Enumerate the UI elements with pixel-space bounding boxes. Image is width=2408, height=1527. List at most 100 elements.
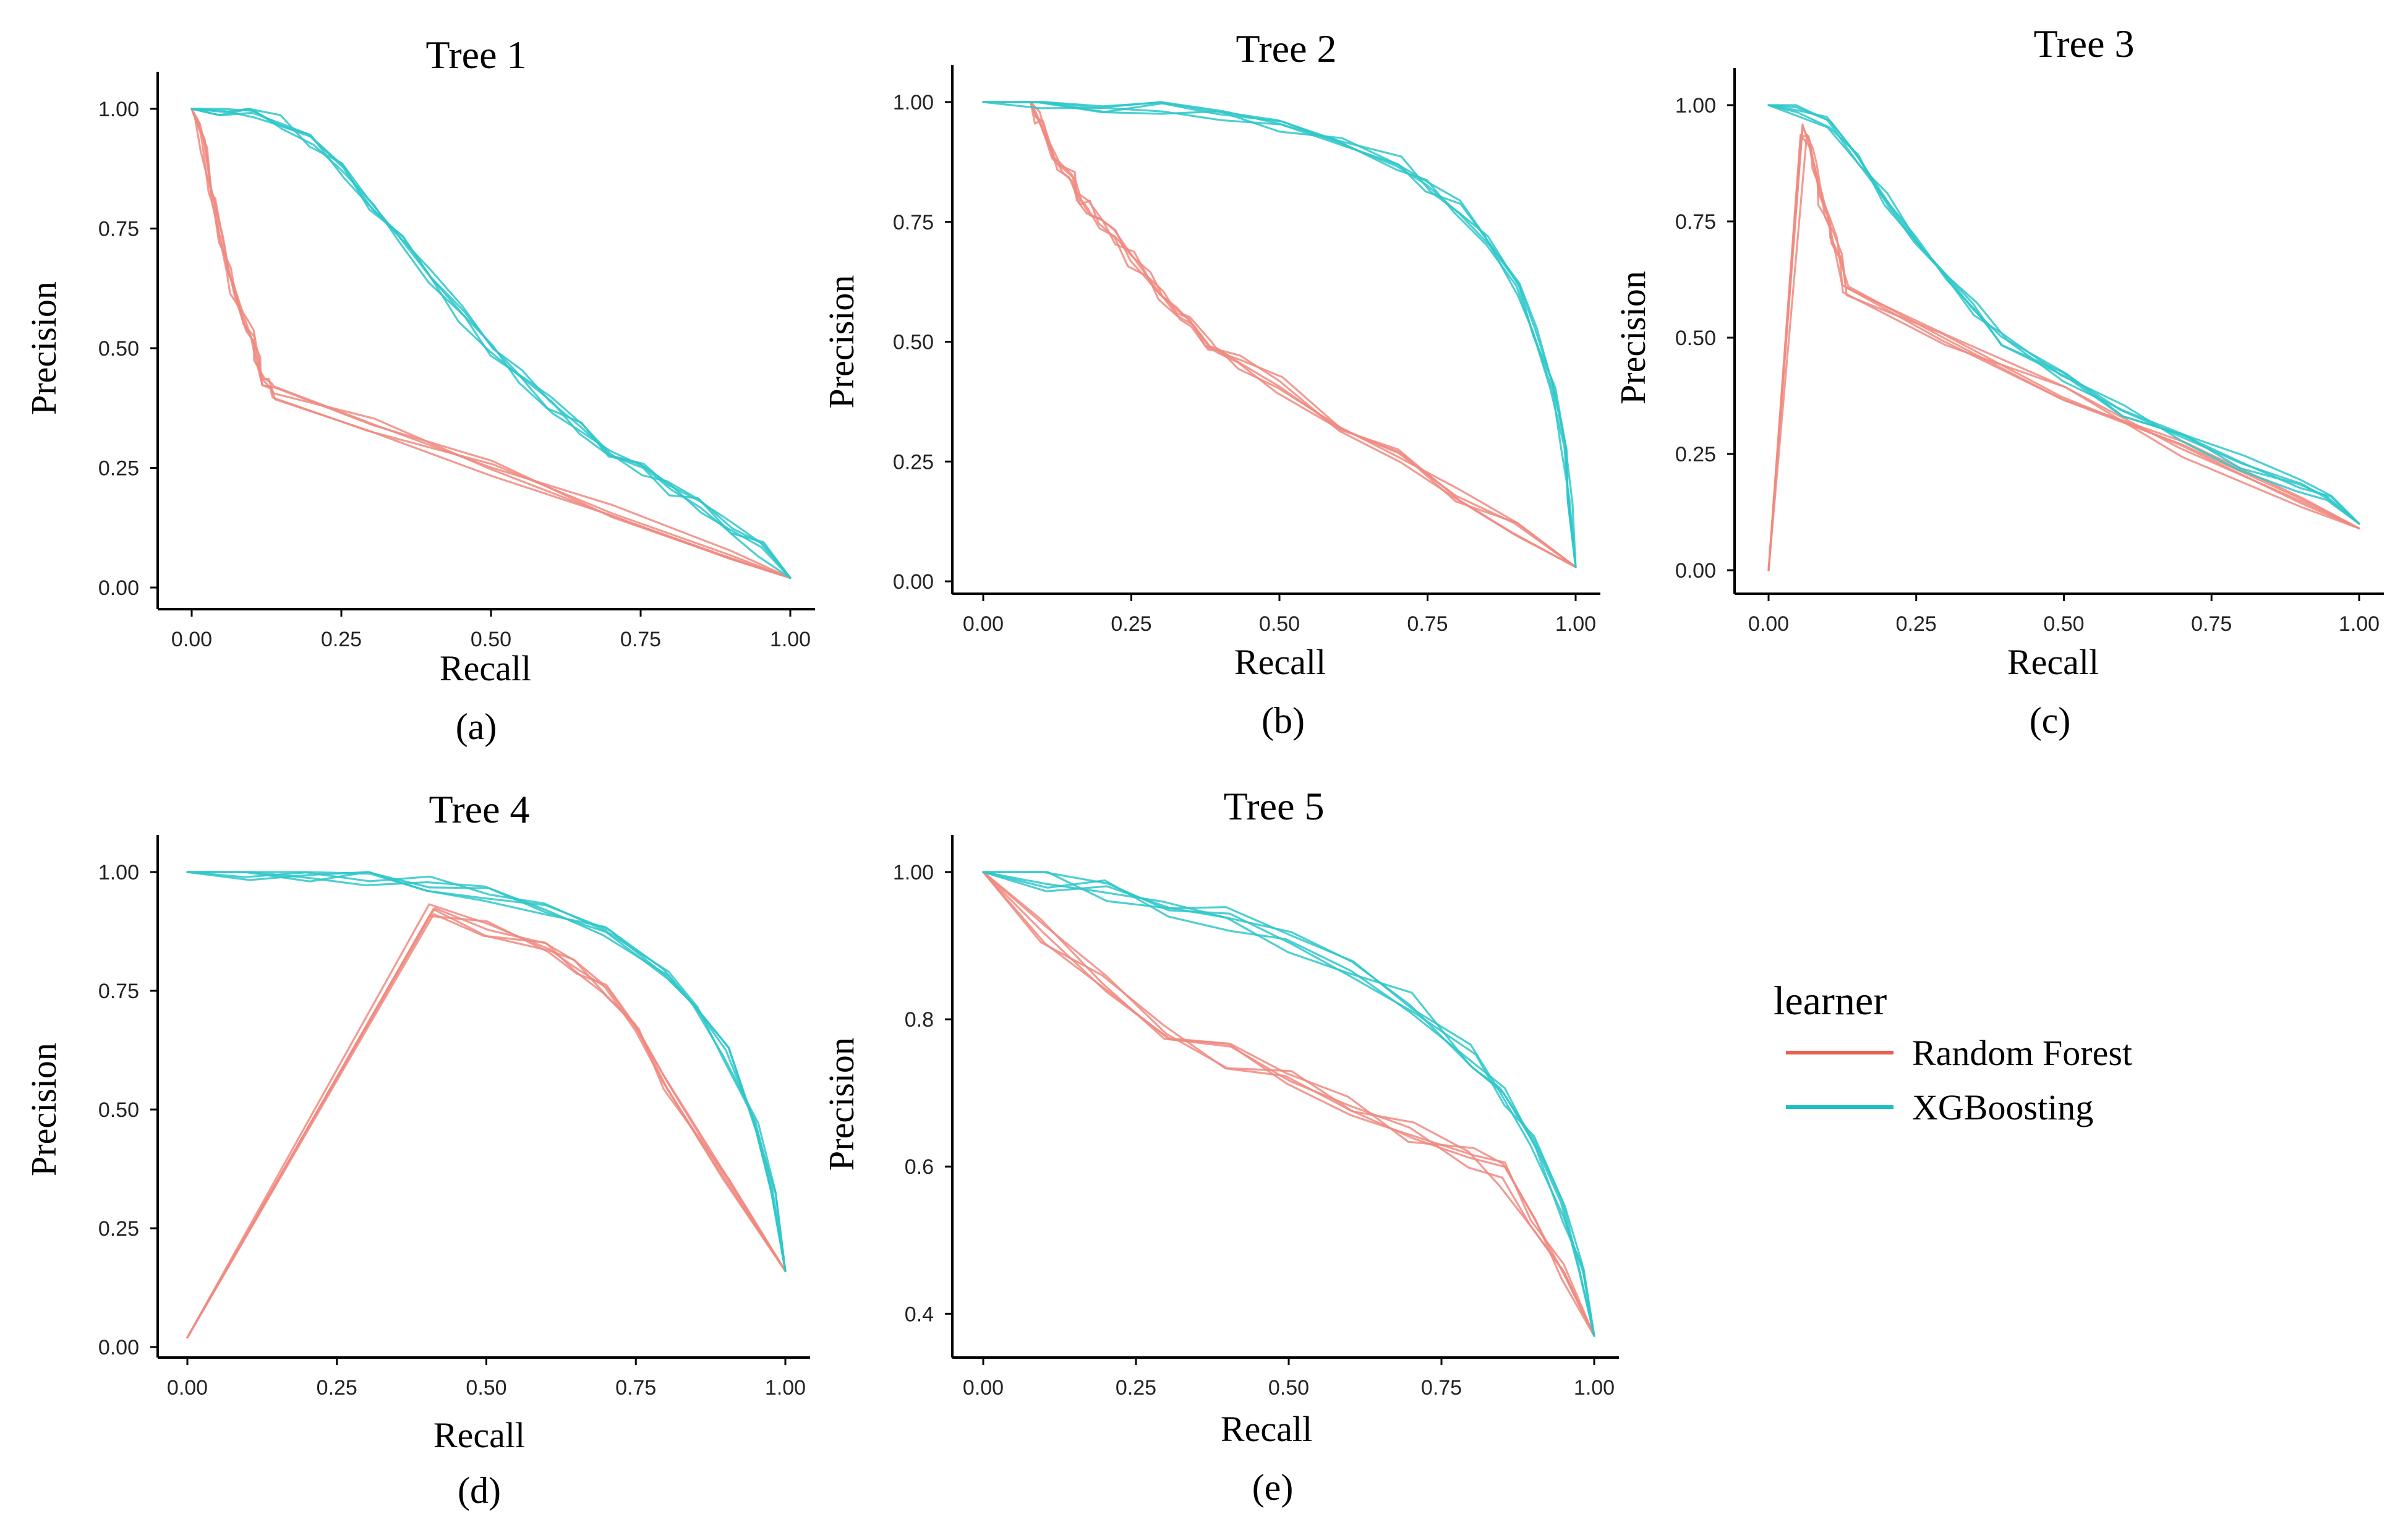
chart-title: Tree 4 <box>429 787 530 831</box>
legend-label-xgboosting: XGBoosting <box>1912 1087 2093 1127</box>
x-tick-label: 0.25 <box>1111 612 1151 636</box>
pr-curve-xgboosting-fold-1 <box>190 108 792 580</box>
chart-title: Tree 1 <box>426 33 527 77</box>
pr-curve-random-forest-fold-4 <box>1767 135 2360 571</box>
pr-curve-random-forest-fold-5 <box>186 915 787 1339</box>
pr-curve-random-forest-fold-3 <box>1030 101 1577 568</box>
pr-curve-random-forest-fold-2 <box>1030 101 1577 568</box>
pr-curve-xgboosting-fold-1 <box>186 871 787 1272</box>
pr-curve-xgboosting-fold-2 <box>1767 104 2360 525</box>
pr-curve-random-forest-fold-4 <box>1030 101 1577 568</box>
x-tick-label: 0.00 <box>167 1376 208 1400</box>
x-tick-label: 0.50 <box>471 628 511 651</box>
y-tick-label: 0.00 <box>98 1336 139 1359</box>
pr-curve-xgboosting-fold-5 <box>186 871 787 1272</box>
pr-curve-random-forest-fold-1 <box>982 871 1595 1337</box>
pr-curve-xgboosting-fold-3 <box>186 871 787 1272</box>
y-axis-label: Precision <box>1613 271 1653 404</box>
pr-curve-random-forest-fold-4 <box>190 108 792 580</box>
y-tick-label: 0.25 <box>893 450 934 474</box>
x-tick-label: 0.50 <box>1259 612 1300 636</box>
y-tick-label: 0.6 <box>905 1155 934 1179</box>
legend-label-random-forest: Random Forest <box>1912 1033 2132 1073</box>
pr-curve-random-forest-fold-2 <box>1767 134 2360 571</box>
chart-panel-5: 0.00 0.25 0.50 0.75 1.00 0.4 0.6 0.8 1.00 Tree 5 R… <box>821 784 1619 1508</box>
legend-title: learner <box>1774 978 1887 1024</box>
pr-curve-xgboosting-fold-1 <box>1767 104 2360 525</box>
chart-panel-4: 0.00 0.25 0.50 0.75 1.00 0.00 0.25 0.50 0.75 1.00… <box>23 787 810 1511</box>
pr-curve-xgboosting-fold-4 <box>190 108 792 580</box>
y-tick-label: 0.50 <box>98 337 139 361</box>
x-tick-label: 0.00 <box>171 628 212 651</box>
y-axis-label: Precision <box>821 275 861 409</box>
x-axis-label: Recall <box>433 1415 525 1455</box>
y-tick-label: 0.00 <box>893 570 934 594</box>
y-tick-label: 0.25 <box>98 1217 139 1241</box>
x-axis-label: Recall <box>440 648 531 688</box>
y-axis-label: Precision <box>23 281 64 415</box>
x-tick-label: 0.50 <box>1268 1376 1309 1400</box>
pr-curve-random-forest-fold-5 <box>982 871 1595 1337</box>
x-tick-label: 0.25 <box>1116 1376 1156 1400</box>
pr-curve-random-forest-fold-5 <box>1767 123 2360 571</box>
y-tick-label: 0.75 <box>98 980 139 1003</box>
chart-title: Tree 3 <box>2034 22 2135 66</box>
x-tick-label: 0.75 <box>1407 612 1448 636</box>
pr-curve-xgboosting-fold-3 <box>1767 104 2360 525</box>
legend: learner Random Forest XGBoosting <box>1774 978 2132 1127</box>
y-axis-label: Precision <box>23 1043 64 1176</box>
x-tick-label: 0.25 <box>321 628 362 651</box>
pr-curve-xgboosting-fold-5 <box>1767 104 2360 525</box>
pr-curve-xgboosting-fold-5 <box>982 871 1595 1337</box>
y-tick-label: 0.50 <box>98 1098 139 1122</box>
chart-title: Tree 5 <box>1224 784 1325 828</box>
y-tick-label: 0.75 <box>893 211 934 234</box>
pr-curve-random-forest-fold-1 <box>1767 126 2360 571</box>
x-tick-label: 0.00 <box>963 612 1004 636</box>
x-tick-label: 0.25 <box>1896 612 1937 636</box>
y-tick-label: 0.25 <box>98 457 139 481</box>
pr-curve-xgboosting-fold-4 <box>186 871 787 1272</box>
y-tick-label: 0.25 <box>1675 443 1716 466</box>
x-tick-label: 0.50 <box>466 1376 506 1400</box>
x-tick-label: 1.00 <box>770 628 811 651</box>
pr-curve-random-forest-fold-2 <box>186 907 787 1339</box>
pr-curve-xgboosting-fold-4 <box>982 101 1577 568</box>
x-tick-label: 1.00 <box>2339 612 2380 636</box>
pr-curve-xgboosting-fold-2 <box>186 871 787 1272</box>
pr-curve-xgboosting-fold-3 <box>190 108 792 580</box>
y-tick-label: 1.00 <box>893 861 934 884</box>
x-tick-label: 0.50 <box>2043 612 2084 636</box>
pr-curve-xgboosting-fold-4 <box>1767 104 2360 525</box>
x-tick-label: 0.75 <box>620 628 661 651</box>
chart-panel-3: 0.00 0.25 0.50 0.75 1.00 0.00 0.25 0.50 0.75 1.00… <box>1613 22 2384 741</box>
y-tick-label: 0.4 <box>905 1302 934 1326</box>
panel-label: (e) <box>1252 1467 1294 1508</box>
y-tick-label: 1.00 <box>893 91 934 114</box>
y-tick-label: 1.00 <box>1675 94 1716 118</box>
y-tick-label: 0.50 <box>893 331 934 354</box>
pr-curve-xgboosting-fold-5 <box>982 101 1577 568</box>
pr-curve-random-forest-fold-4 <box>982 871 1595 1337</box>
pr-curve-random-forest-fold-1 <box>186 908 787 1339</box>
y-axis-label: Precision <box>821 1037 861 1171</box>
y-tick-label: 0.00 <box>1675 559 1716 583</box>
x-tick-label: 0.00 <box>1748 612 1789 636</box>
pr-curve-random-forest-fold-3 <box>186 903 787 1339</box>
y-tick-label: 0.00 <box>98 576 139 600</box>
panel-label: (d) <box>458 1470 501 1511</box>
chart-panel-2: 0.00 0.25 0.50 0.75 1.00 0.00 0.25 0.50 0.75 1.00… <box>821 27 1600 741</box>
y-tick-label: 0.75 <box>98 218 139 241</box>
panel-label: (b) <box>1262 700 1305 741</box>
panel-label: (a) <box>456 706 497 747</box>
x-tick-label: 0.75 <box>2191 612 2232 636</box>
chart-panel-1: 0.00 0.25 0.50 0.75 1.00 0.00 0.25 0.50 0.75 1.00… <box>23 33 815 747</box>
pr-curve-random-forest-fold-1 <box>1030 101 1577 568</box>
pr-curve-random-forest-fold-3 <box>1767 134 2360 571</box>
x-tick-label: 0.75 <box>1421 1376 1462 1400</box>
panel-label: (c) <box>2030 700 2071 741</box>
x-tick-label: 0.75 <box>615 1376 656 1400</box>
y-tick-label: 1.00 <box>98 98 139 121</box>
pr-curve-xgboosting-fold-5 <box>190 108 792 580</box>
